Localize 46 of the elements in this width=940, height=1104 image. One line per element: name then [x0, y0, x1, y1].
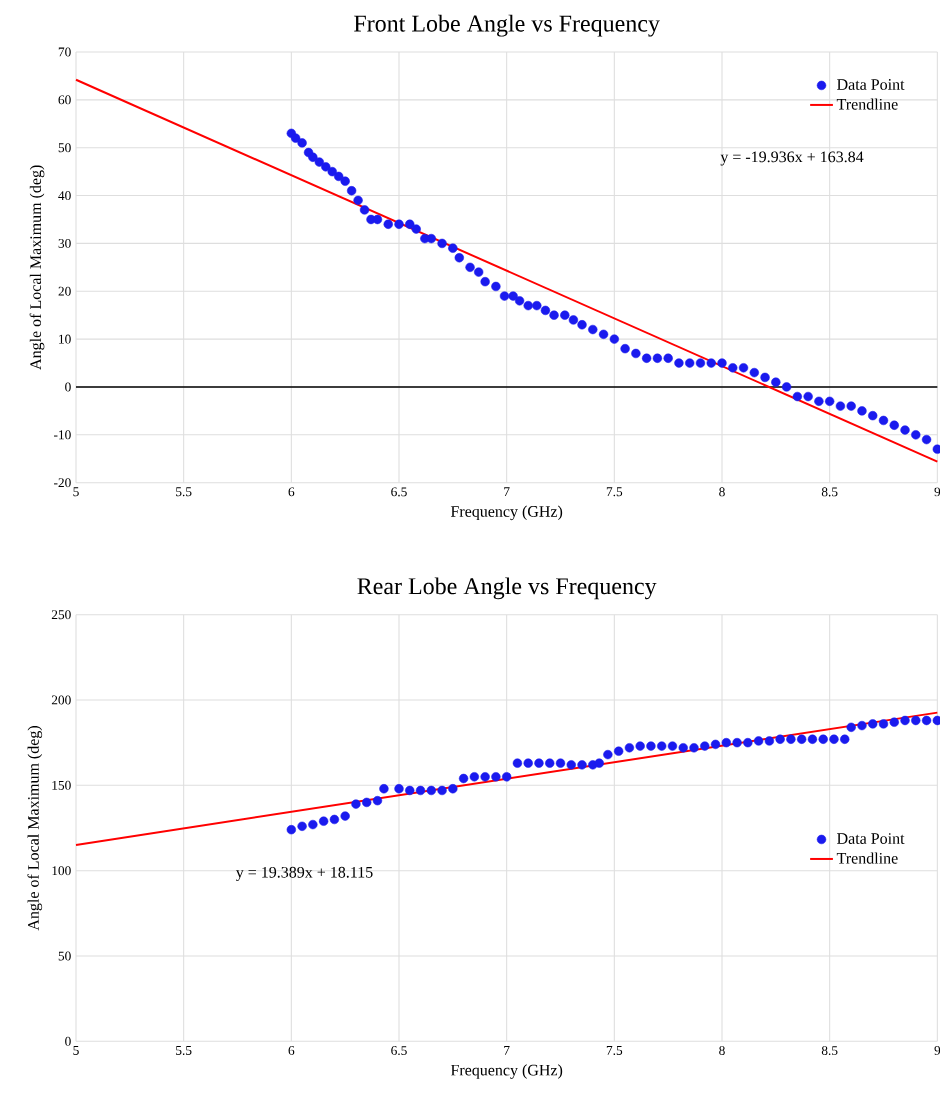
y-tick-label: 150	[52, 780, 71, 790]
x-axis-title: Frequency (GHz)	[450, 1064, 563, 1079]
y-tick-label: 250	[51, 610, 71, 620]
y-tick-label: 200	[51, 695, 71, 705]
x-tick-label: 9	[934, 1046, 940, 1055]
x-tick-label: 9	[934, 487, 940, 497]
y-axis-title: Angle of Local Maximum (deg)	[27, 726, 43, 931]
y-tick-label: 60	[58, 95, 71, 105]
y-tick-label: 20	[58, 286, 71, 296]
chart-title: Rear Lobe Angle vs Frequency	[357, 577, 657, 600]
x-tick-label: 7	[504, 1046, 510, 1055]
y-tick-label: 100	[52, 866, 71, 876]
x-tick-label: 5	[73, 487, 79, 497]
y-axis-title: Angle of Local Maximum (deg)	[29, 165, 45, 370]
x-tick-label: 8.5	[821, 487, 838, 497]
legend-label: Data Point	[837, 833, 905, 844]
x-tick-label: 6.5	[391, 1046, 407, 1056]
x-tick-label: 6	[288, 1046, 295, 1055]
y-tick-label: -10	[54, 430, 71, 440]
x-tick-label: 7.5	[606, 487, 623, 497]
x-tick-label: 7.5	[606, 1046, 623, 1055]
x-tick-label: 8	[719, 487, 725, 497]
y-tick-label: 10	[59, 334, 71, 344]
y-tick-label: 0	[65, 1036, 71, 1046]
y-tick-label: 30	[58, 238, 71, 248]
y-tick-label: 50	[58, 951, 71, 961]
x-tick-label: 5.5	[176, 487, 192, 497]
x-tick-label: 6	[288, 487, 295, 497]
x-tick-label: 5	[73, 1046, 79, 1055]
annotation: y = -19.936x + 163.84	[720, 151, 864, 166]
chart-title: Front Lobe Angle vs Frequency	[354, 14, 660, 37]
x-tick-label: 5.5	[176, 1046, 192, 1055]
y-tick-label: 70	[58, 47, 71, 57]
y-tick-label: 50	[58, 143, 71, 153]
legend-label: Trendline	[836, 98, 898, 110]
legend-label: Data Point	[837, 79, 905, 90]
annotation: y = 19.389x + 18.115	[235, 866, 373, 881]
y-tick-label: 0	[65, 382, 71, 392]
x-tick-label: 8	[719, 1046, 725, 1056]
x-tick-label: 7	[504, 487, 510, 497]
x-axis-title: Frequency (GHz)	[450, 505, 563, 521]
y-tick-label: 40	[58, 191, 71, 201]
legend-label: Trendline	[836, 852, 898, 864]
x-tick-label: 6.5	[391, 487, 407, 497]
y-tick-label: -20	[54, 478, 71, 488]
x-tick-label: 8.5	[821, 1046, 838, 1056]
